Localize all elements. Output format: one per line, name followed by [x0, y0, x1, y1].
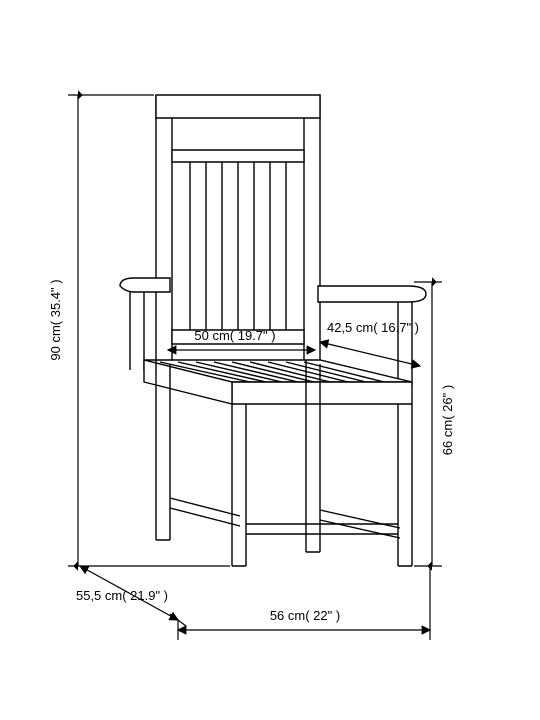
label-width: 56 cm( 22" )	[270, 608, 340, 623]
label-seat-depth: 42,5 cm( 16.7" )	[327, 320, 419, 335]
label-total-height: 90 cm( 35.4" )	[48, 279, 63, 360]
label-depth: 55,5 cm( 21.9" )	[76, 588, 168, 603]
dimension-diagram: 90 cm( 35.4" ) 66 cm( 26" ) 50 cm( 19.7"…	[0, 0, 540, 720]
label-seat-width: 50 cm( 19.7" )	[194, 328, 275, 343]
label-arm-height: 66 cm( 26" )	[440, 385, 455, 455]
